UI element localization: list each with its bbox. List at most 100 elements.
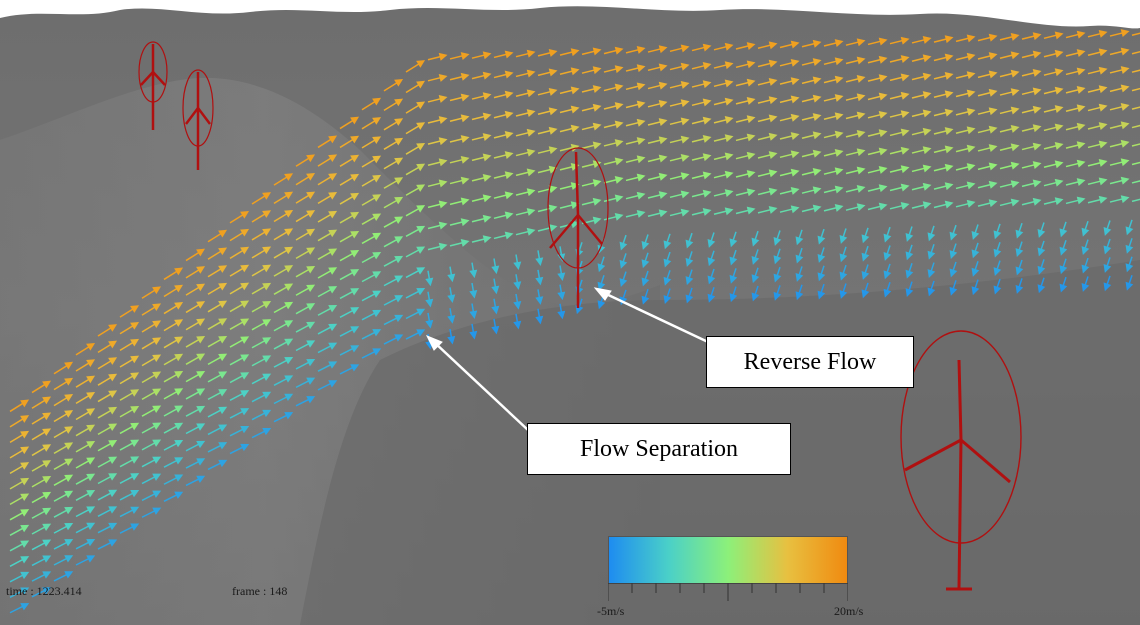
velocity-arrow-icon [922, 201, 932, 210]
velocity-arrow-icon [240, 426, 250, 434]
velocity-arrow-icon [504, 191, 514, 200]
velocity-arrow-icon [491, 285, 500, 295]
velocity-arrow-icon [636, 64, 646, 73]
velocity-arrow-icon [372, 290, 382, 298]
velocity-arrow-icon [108, 390, 118, 398]
velocity-arrow-icon [218, 247, 228, 256]
velocity-arrow-icon [174, 284, 184, 293]
velocity-arrow-icon [839, 253, 848, 263]
velocity-arrow-icon [130, 372, 140, 380]
velocity-arrow-icon [927, 287, 936, 297]
velocity-arrow-icon [447, 294, 456, 303]
velocity-arrow-icon [658, 209, 668, 218]
velocity-arrow-icon [482, 133, 492, 141]
velocity-arrow-icon [394, 275, 404, 283]
velocity-arrow-icon [86, 473, 96, 482]
time-readout: time : 1223.414 [6, 584, 82, 598]
velocity-arrow-icon [262, 228, 272, 237]
velocity-arrow-icon [856, 148, 866, 157]
velocity-arrow-icon [504, 50, 514, 59]
velocity-arrow-icon [707, 257, 716, 267]
velocity-arrow-icon [927, 232, 936, 242]
velocity-arrow-icon [130, 439, 140, 447]
velocity-arrow-icon [130, 506, 140, 515]
velocity-arrow-icon [900, 165, 910, 174]
velocity-arrow-icon [905, 269, 914, 279]
velocity-arrow-icon [614, 212, 624, 221]
velocity-arrow-icon [548, 204, 558, 213]
velocity-arrow-icon [680, 99, 690, 108]
velocity-arrow-icon [768, 151, 778, 160]
velocity-arrow-icon [834, 130, 844, 139]
velocity-arrow-icon [108, 373, 118, 382]
velocity-arrow-icon [1037, 229, 1046, 238]
velocity-arrow-icon [86, 506, 96, 514]
velocity-arrow-icon [614, 157, 624, 166]
velocity-arrow-icon [284, 209, 294, 218]
velocity-arrow-icon [86, 375, 96, 384]
velocity-arrow-icon [1098, 48, 1108, 57]
velocity-arrow-icon [130, 338, 140, 347]
velocity-arrow-icon [350, 230, 360, 239]
velocity-arrow-icon [262, 282, 272, 291]
velocity-arrow-icon [746, 42, 756, 51]
velocity-arrow-icon [548, 68, 558, 77]
velocity-arrow-icon [394, 334, 404, 342]
velocity-arrow-icon [535, 296, 544, 305]
velocity-arrow-icon [535, 276, 544, 286]
velocity-arrow-icon [1120, 139, 1130, 148]
velocity-arrow-icon [240, 300, 250, 309]
velocity-arrow-icon [707, 275, 716, 285]
velocity-arrow-icon [262, 192, 272, 200]
velocity-arrow-icon [724, 79, 734, 88]
velocity-arrow-icon [790, 58, 800, 67]
velocity-arrow-icon [680, 62, 690, 71]
velocity-arrow-icon [883, 288, 892, 298]
velocity-arrow-icon [570, 67, 580, 76]
velocity-arrow-icon [86, 457, 96, 465]
velocity-arrow-icon [966, 144, 976, 153]
velocity-arrow-icon [526, 109, 536, 118]
velocity-arrow-icon [817, 290, 826, 300]
velocity-arrow-icon [306, 303, 316, 311]
velocity-colorbar [608, 536, 848, 584]
velocity-arrow-icon [685, 239, 694, 249]
velocity-arrow-icon [438, 242, 448, 251]
velocity-arrow-icon [856, 93, 866, 102]
velocity-arrow-icon [636, 210, 646, 218]
velocity-arrow-icon [922, 72, 932, 81]
velocity-arrow-icon [729, 256, 738, 266]
velocity-arrow-icon [284, 283, 294, 291]
velocity-arrow-icon [966, 108, 976, 116]
velocity-arrow-icon [680, 135, 690, 144]
velocity-arrow-icon [839, 290, 848, 299]
velocity-arrow-icon [438, 158, 448, 167]
velocity-arrow-icon [64, 458, 74, 466]
velocity-arrow-icon [1076, 67, 1086, 76]
velocity-arrow-icon [966, 199, 976, 208]
velocity-arrow-icon [883, 270, 892, 280]
velocity-arrow-icon [680, 44, 690, 53]
velocity-arrow-icon [812, 113, 822, 121]
velocity-arrow-icon [1081, 246, 1090, 256]
velocity-arrow-icon [394, 295, 404, 303]
velocity-arrow-icon [447, 315, 456, 324]
velocity-arrow-icon [966, 71, 976, 80]
velocity-arrow-icon [1103, 245, 1112, 255]
velocity-arrow-icon [861, 234, 870, 244]
velocity-arrow-icon [196, 388, 206, 396]
velocity-arrow-icon [416, 101, 426, 110]
velocity-arrow-icon [416, 308, 426, 316]
velocity-arrow-icon [966, 181, 976, 190]
velocity-arrow-icon [971, 231, 980, 240]
velocity-arrow-icon [746, 78, 756, 87]
velocity-arrow-icon [614, 102, 624, 111]
velocity-arrow-icon [284, 356, 294, 365]
velocity-arrow-icon [328, 210, 338, 219]
velocity-arrow-icon [196, 283, 206, 292]
velocity-arrow-icon [284, 338, 294, 346]
velocity-arrow-icon [240, 246, 250, 255]
velocity-arrow-icon [20, 587, 30, 595]
velocity-arrow-icon [746, 188, 756, 197]
velocity-arrow-icon [557, 310, 566, 320]
